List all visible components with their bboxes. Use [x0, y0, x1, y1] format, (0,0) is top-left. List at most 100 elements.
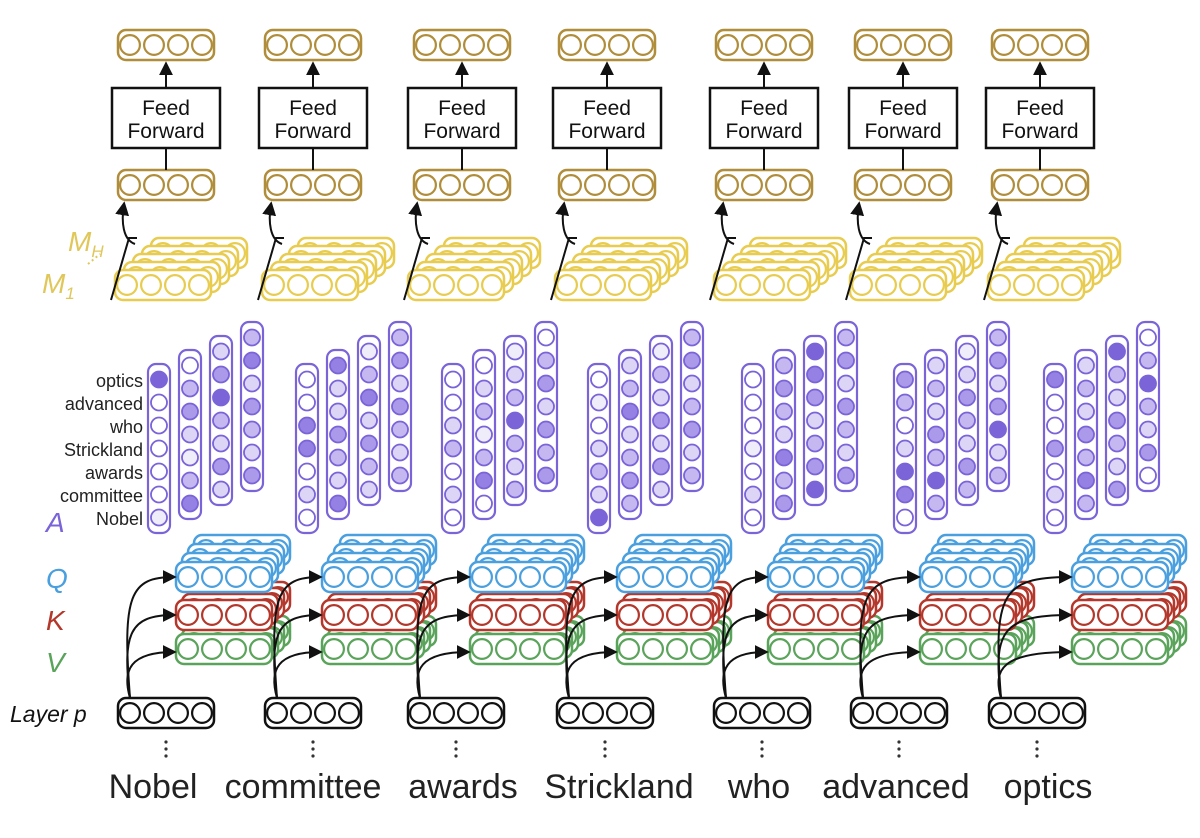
attention-weight	[150, 485, 168, 504]
qkv-arrow	[565, 645, 618, 699]
attention-weight	[896, 370, 914, 389]
key-vector-unit	[920, 603, 943, 626]
token-label: advanced	[822, 768, 969, 806]
value-vector-unit	[395, 637, 418, 660]
key-vector-unit	[471, 603, 494, 626]
attention-weight	[506, 365, 524, 384]
attention-weight	[212, 388, 230, 407]
attention-weight	[927, 379, 945, 398]
value-vector-unit	[1096, 637, 1119, 660]
attention-weight	[1077, 402, 1095, 421]
query-symbol-label: Q	[46, 563, 68, 594]
value-vector-unit	[617, 637, 640, 660]
attention-weight	[537, 420, 555, 439]
key-vector-unit	[1120, 603, 1143, 626]
attention-weight	[806, 411, 824, 430]
attention-weight	[652, 365, 670, 384]
attention-weight	[444, 416, 462, 435]
attention-weight	[1046, 393, 1064, 412]
ellipsis-dot	[603, 747, 607, 751]
attention-weight	[1046, 370, 1064, 389]
attention-weight	[1046, 485, 1064, 504]
value-vector-unit	[840, 637, 863, 660]
layer-p-vector-unit	[118, 701, 141, 724]
ff-input-vector-unit	[439, 174, 462, 197]
attention-head	[1042, 362, 1068, 535]
concat-arrow	[408, 201, 429, 245]
attention-head	[294, 362, 320, 535]
ff-input-vector	[412, 168, 512, 202]
head-output-vector-unit	[287, 274, 310, 297]
attention-head	[923, 348, 949, 521]
attention-weight	[537, 466, 555, 485]
ff-output-vector-unit	[290, 33, 313, 56]
head-output-vector-unit	[922, 274, 945, 297]
attention-weight	[360, 411, 378, 430]
attention-head	[177, 348, 203, 521]
value-vector-unit	[471, 637, 494, 660]
head-output-vector-unit	[311, 274, 334, 297]
attention-weight	[621, 448, 639, 467]
attention-weight	[444, 508, 462, 527]
ff-input-vector-unit	[266, 174, 289, 197]
layer-p-vector	[263, 696, 363, 730]
ff-input-vector-unit	[314, 174, 337, 197]
ff-output-vector	[263, 28, 363, 62]
layer-p-vector-frame	[116, 696, 216, 730]
feed-forward-label-line1: Feed	[1016, 97, 1064, 120]
head-output-vector-unit	[409, 274, 432, 297]
attention-head	[617, 348, 643, 521]
attention-weight	[744, 485, 762, 504]
ellipsis-dot	[164, 747, 168, 751]
key-vector-unit	[665, 603, 688, 626]
attention-weight	[150, 508, 168, 527]
layer-p-vector-unit	[409, 701, 432, 724]
attention-weight	[181, 402, 199, 421]
attention-weight	[652, 480, 670, 499]
head-output-vector-unit	[627, 274, 650, 297]
query-vector-unit	[617, 565, 640, 588]
ff-output-vector-unit	[740, 33, 763, 56]
head-output-vector-unit	[1012, 274, 1035, 297]
attention-weight	[537, 443, 555, 462]
value-vector	[1070, 632, 1170, 666]
attention-weight	[444, 393, 462, 412]
feed-forward-box	[257, 86, 369, 150]
feed-forward-label-line2: Forward	[568, 120, 645, 143]
attention-weight	[775, 494, 793, 513]
head-output-vector-unit	[603, 274, 626, 297]
attention-head	[985, 320, 1011, 493]
attention-weight	[958, 457, 976, 476]
attention-weight	[896, 485, 914, 504]
ellipsis-dot	[897, 754, 901, 758]
attention-weight	[744, 393, 762, 412]
value-vector-unit	[323, 637, 346, 660]
attention-weight	[537, 397, 555, 416]
feed-forward-label-line2: Forward	[423, 120, 500, 143]
value-vector-unit	[689, 637, 712, 660]
query-vector-unit	[371, 565, 394, 588]
attention-weight	[150, 416, 168, 435]
value-vector	[615, 632, 715, 666]
head-output-vector-unit	[335, 274, 358, 297]
layer-p-vector-unit	[875, 701, 898, 724]
ff-output-vector-frame	[263, 28, 363, 62]
ff-output-vector-unit	[631, 33, 654, 56]
ff-input-vector-unit	[487, 174, 510, 197]
attention-head	[1104, 334, 1130, 507]
query-vector-unit	[225, 565, 248, 588]
attention-weight	[837, 374, 855, 393]
head-output-vector-unit	[579, 274, 602, 297]
attention-head	[325, 348, 351, 521]
attention-weight	[927, 402, 945, 421]
layer-p-vector-unit	[457, 701, 480, 724]
head-bracket	[550, 237, 577, 301]
attention-weight	[837, 443, 855, 462]
query-vector	[918, 560, 1018, 594]
layer-p-vector-frame	[263, 696, 363, 730]
head-bracket	[709, 237, 736, 301]
attention-head	[802, 334, 828, 507]
